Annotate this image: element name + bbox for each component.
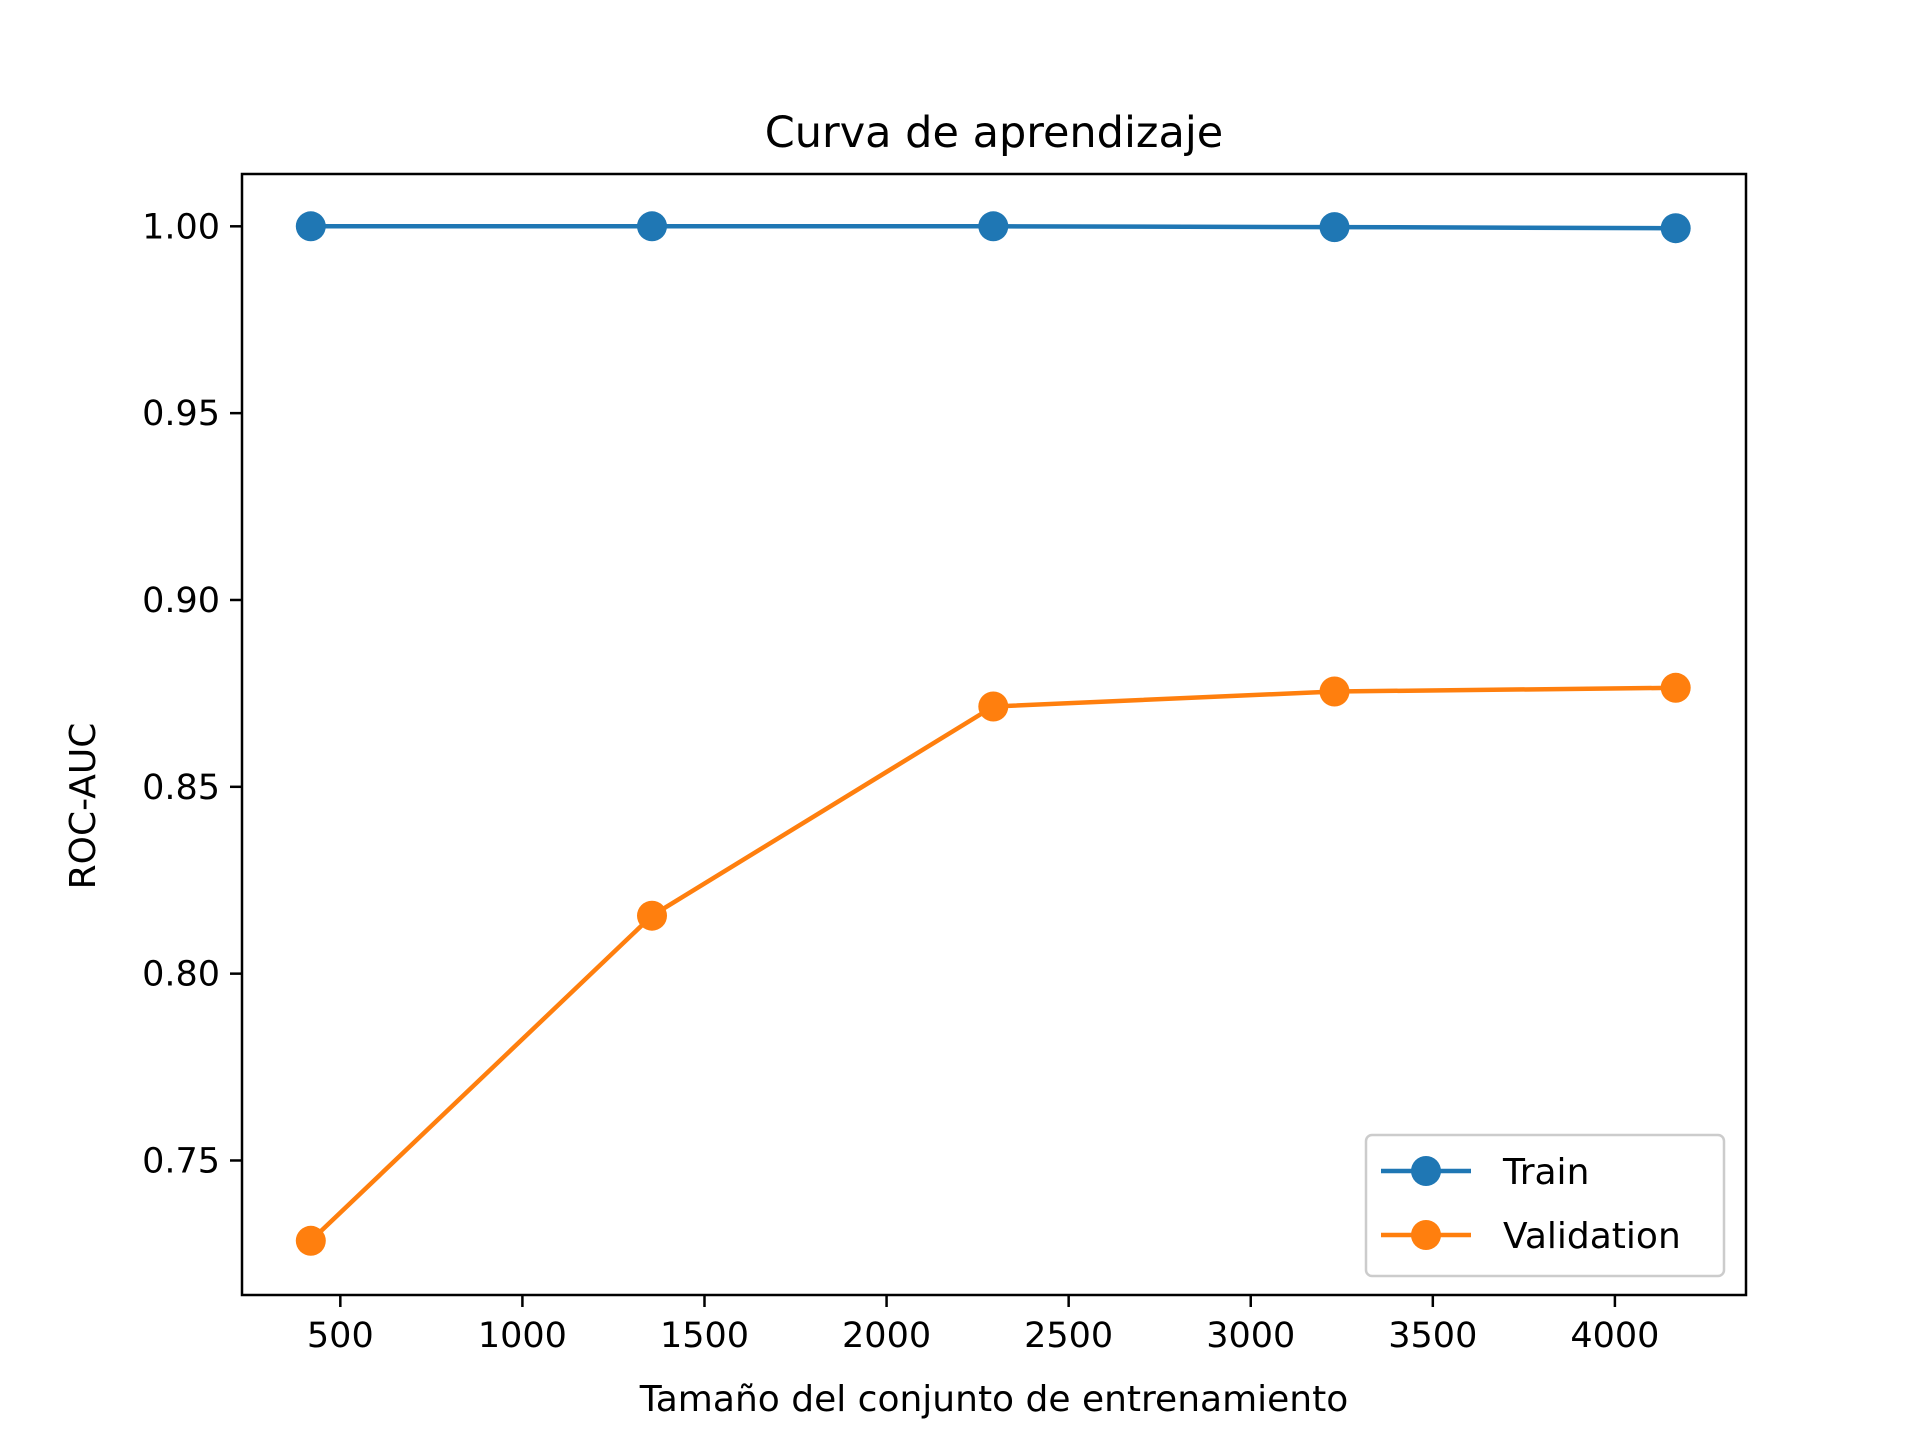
y-axis: 0.75 0.80 0.85 0.90 0.95 1.00 (142, 207, 242, 1181)
x-tick-label: 500 (307, 1316, 374, 1356)
x-tick-label: 3000 (1206, 1316, 1295, 1356)
x-tick-label: 1000 (478, 1316, 567, 1356)
data-point-validation (1660, 672, 1691, 703)
data-point-train (1660, 213, 1691, 244)
legend-validation-marker (1411, 1220, 1441, 1250)
plot-area (240, 172, 1748, 1297)
y-tick-label: 0.85 (142, 768, 220, 808)
y-tick-label: 1.00 (142, 207, 220, 247)
data-point-validation (637, 900, 667, 931)
data-point-train (637, 211, 667, 242)
x-tick-label: 3500 (1388, 1316, 1477, 1356)
y-axis-label: ROC-AUC (63, 723, 104, 890)
x-tick-label: 4000 (1570, 1316, 1659, 1356)
y-tick-label: 0.80 (142, 955, 220, 995)
data-point-train (978, 211, 1009, 242)
y-tick-label: 0.75 (142, 1141, 220, 1181)
data-point-validation (978, 691, 1009, 722)
legend: Train Validation (1364, 1133, 1726, 1278)
y-tick-label: 0.90 (142, 581, 220, 621)
data-point-validation (295, 1225, 326, 1256)
data-point-validation (1319, 676, 1350, 707)
legend-train-label: Train (1502, 1152, 1589, 1193)
x-axis-label: Tamaño del conjunto de entrenamiento (639, 1379, 1349, 1420)
legend-train-marker (1411, 1156, 1441, 1186)
data-point-train (295, 211, 326, 242)
chart-title: Curva de aprendizaje (765, 108, 1224, 158)
axes-frame (240, 172, 1748, 1297)
legend-validation-label: Validation (1503, 1216, 1681, 1257)
x-tick-label: 2500 (1024, 1316, 1113, 1356)
data-point-train (1319, 212, 1350, 243)
y-tick-label: 0.95 (142, 394, 220, 434)
x-tick-label: 2000 (842, 1316, 931, 1356)
x-axis: 500 1000 1500 2000 2500 3000 3500 4000 (307, 1295, 1659, 1356)
x-tick-label: 1500 (660, 1316, 749, 1356)
